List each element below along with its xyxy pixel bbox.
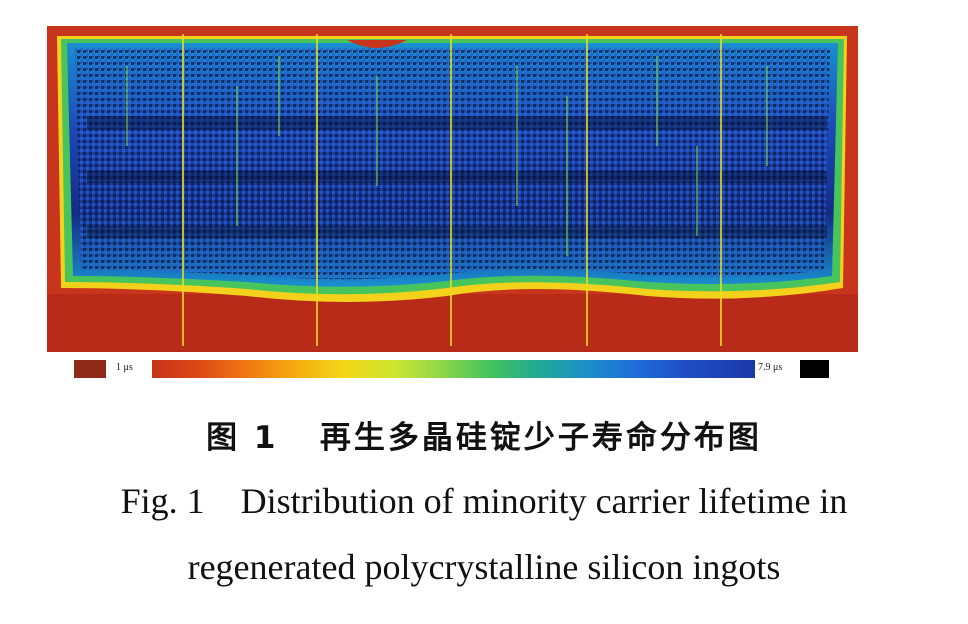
colorbar-gradient: [152, 360, 755, 378]
figure-caption-english-line-2: regenerated polycrystalline silicon ingo…: [187, 547, 781, 587]
colorbar-max-swatch: [800, 360, 829, 378]
figure-caption-english-line-1: Fig. 1 Distribution of minority carrier …: [120, 481, 848, 521]
colorbar-min-swatch: [74, 360, 106, 378]
lifetime-map-figure: [47, 26, 858, 352]
colorbar: 1 μs 7.9 μs: [74, 360, 829, 378]
figure-caption-chinese: 图 1 再生多晶硅锭少子寿命分布图: [206, 420, 762, 456]
colorbar-max-label: 7.9 μs: [758, 362, 783, 373]
lifetime-map-image: [47, 26, 858, 352]
colorbar-min-label: 1 μs: [116, 362, 133, 373]
